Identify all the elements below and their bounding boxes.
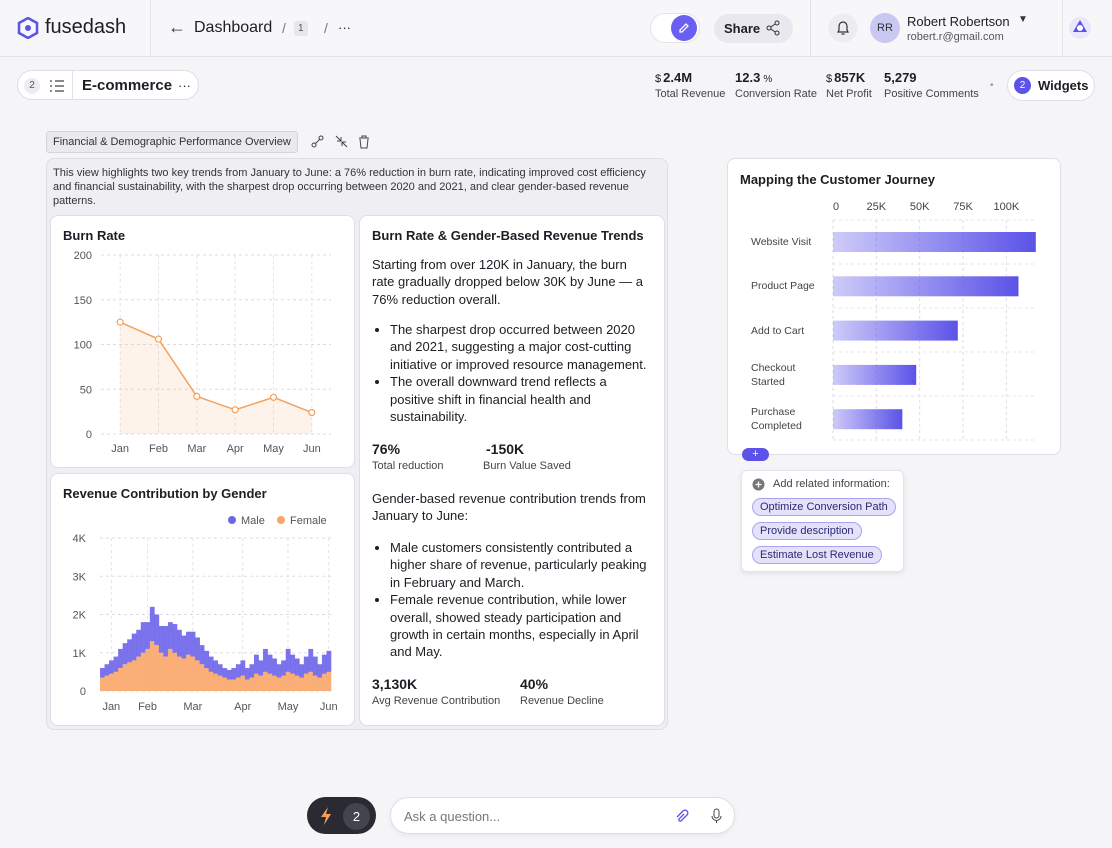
brand: fusedash: [45, 16, 127, 38]
dashboard-pill: [17, 70, 199, 100]
user-email: robert.r@gmail.com: [907, 31, 1004, 43]
chart-title: Mapping the Customer Journey: [740, 172, 936, 187]
bullet: The overall downward trend reflects a po…: [390, 373, 652, 425]
logo-icon: [17, 17, 39, 39]
kpi-value: $857K: [826, 70, 865, 85]
burn-card: [50, 215, 355, 468]
add-button[interactable]: +: [742, 448, 769, 461]
kpi-prefix: $: [655, 73, 662, 85]
kpi-value: 12.3%: [735, 70, 772, 85]
kpi-value: $2.4M: [655, 70, 692, 85]
bullet: Female revenue contribution, while lower…: [390, 591, 652, 661]
share-label: Share: [724, 21, 761, 36]
section-description: This view highlights two key trends from…: [53, 167, 646, 207]
suggestion-chip[interactable]: Estimate Lost Revenue: [752, 546, 882, 564]
kpi-label: Net Profit: [826, 88, 872, 100]
y-tick-label: Website Visit: [751, 236, 812, 248]
kpi-number: 5,279: [884, 70, 917, 85]
share-icon: [766, 20, 780, 36]
chart-title: Revenue Contribution by Gender: [63, 486, 267, 501]
kpi-suffix: %: [763, 74, 773, 85]
stat-value: -150K: [486, 441, 525, 457]
y-tick-label: Checkout Started: [751, 361, 796, 388]
y-tick-label: Purchase Completed: [751, 406, 802, 433]
page-badge[interactable]: 1: [294, 21, 308, 36]
stat-label: Avg Revenue Contribution: [372, 695, 501, 707]
bullet-list: Male customers consistently contributed …: [372, 539, 652, 661]
stat-label: Total reduction: [372, 460, 444, 472]
kpi-value: 5,279: [884, 70, 917, 85]
bullet: Male customers consistently contributed …: [390, 539, 652, 591]
kpi-number: 857K: [834, 70, 866, 85]
separator: /: [324, 20, 328, 36]
user-menu-caret[interactable]: ▼: [1018, 14, 1028, 25]
dashboard-title: E-commerce: [82, 77, 173, 94]
insights-title: Burn Rate & Gender-Based Revenue Trends: [372, 228, 644, 243]
stat-value: 40%: [520, 676, 549, 692]
paragraph: Gender-based revenue contribution trends…: [372, 491, 646, 524]
back-button[interactable]: ←: [168, 17, 186, 37]
suggestions-title: Add related information:: [773, 478, 890, 490]
y-tick-label: Product Page: [751, 280, 815, 293]
notifications-button[interactable]: [828, 13, 858, 43]
breadcrumb[interactable]: Dashboard: [194, 19, 273, 36]
list-icon[interactable]: [49, 79, 65, 93]
ask-placeholder: Ask a question...: [404, 809, 501, 824]
insights-card: [359, 215, 665, 726]
kpi-number: 12.3: [735, 70, 761, 85]
add-icon: [752, 478, 765, 491]
bullet: The sharpest drop occurred between 2020 …: [390, 321, 652, 373]
bolt-icon: [321, 807, 331, 825]
edit-icon: [671, 15, 697, 41]
divider: [1062, 0, 1063, 56]
paragraph: Starting from over 120K in January, the …: [372, 257, 644, 307]
y-tick-label: Add to Cart: [751, 324, 805, 337]
avatar[interactable]: RR: [870, 13, 900, 43]
header: [0, 0, 1112, 57]
section-actions[interactable]: [310, 134, 372, 150]
kpi-prefix: $: [826, 73, 833, 85]
stat-label: Burn Value Saved: [483, 460, 571, 472]
stat-value: 76%: [372, 441, 401, 457]
quick-count: 2: [343, 803, 370, 830]
kpi-label: Conversion Rate: [735, 88, 817, 100]
bullet-list: The sharpest drop occurred between 2020 …: [372, 321, 652, 425]
kpi-label: Total Revenue: [655, 88, 726, 100]
chart-title: Burn Rate: [63, 228, 126, 243]
more-button[interactable]: ···: [338, 20, 351, 35]
dot-separator: •: [990, 80, 994, 91]
suggestion-chip[interactable]: Provide description: [752, 522, 862, 540]
kpi-number: 2.4M: [663, 70, 693, 85]
widgets-label: Widgets: [1038, 78, 1089, 93]
stat-label: Revenue Decline: [520, 695, 604, 707]
ask-input[interactable]: [390, 797, 735, 834]
user-name: Robert Robertson: [907, 14, 1010, 29]
journey-card: [727, 158, 1061, 455]
more-button[interactable]: ···: [178, 78, 191, 93]
share-button[interactable]: [714, 14, 793, 43]
kpi-label: Positive Comments: [884, 88, 979, 100]
suggestion-chip[interactable]: Optimize Conversion Path: [752, 498, 896, 516]
separator: /: [282, 20, 286, 36]
ask-actions[interactable]: [674, 808, 724, 824]
gender-card: [50, 473, 355, 726]
app-logo[interactable]: [1068, 16, 1092, 40]
section-tag: Financial & Demographic Performance Over…: [46, 131, 298, 153]
count-badge: 2: [24, 78, 40, 94]
stat-value: 3,130K: [372, 676, 418, 692]
widgets-count: 2: [1014, 77, 1031, 94]
divider: [150, 0, 151, 56]
divider: [810, 0, 811, 56]
divider: [72, 71, 73, 99]
